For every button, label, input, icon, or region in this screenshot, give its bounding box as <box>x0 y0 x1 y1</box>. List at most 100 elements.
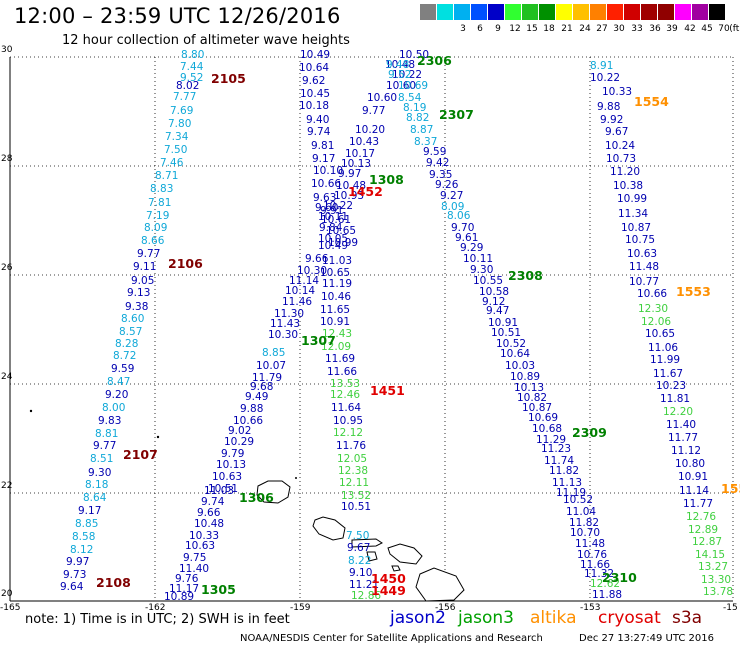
swh-reading: 9.88 <box>240 403 264 415</box>
swh-reading: 11.32 <box>584 568 615 580</box>
island-oahu <box>312 516 346 541</box>
pass-time-label: 2105 <box>211 71 246 86</box>
swh-reading: 10.99 <box>328 237 359 249</box>
swh-reading: 9.61 <box>455 232 479 244</box>
swh-reading: 10.89 <box>510 371 541 383</box>
swh-reading: 10.52 <box>496 338 527 350</box>
swh-reading: 9.60 <box>315 202 339 214</box>
satellite-jason2: jason2 <box>390 608 446 628</box>
swh-reading: 8.18 <box>85 479 109 491</box>
swh-reading: 11.06 <box>648 342 679 354</box>
pass-time-label: 2108 <box>96 575 131 590</box>
swh-reading: 11.46 <box>282 296 313 308</box>
swh-reading: 10.60 <box>367 92 398 104</box>
scale-label: 24 <box>579 24 591 34</box>
scale-label: 39 <box>666 24 678 34</box>
scale-swatch <box>556 4 573 20</box>
swh-reading: 10.65 <box>645 328 676 340</box>
scale-label: 42 <box>684 24 696 34</box>
scale-label: 3 <box>460 24 466 34</box>
swh-reading: 10.50 <box>399 49 430 61</box>
swh-reading: 10.64 <box>299 62 330 74</box>
scale-label: 21 <box>561 24 573 34</box>
swh-reading: 11.23 <box>541 443 572 455</box>
swh-reading: 11.48 <box>629 261 660 273</box>
swh-reading: 7.81 <box>148 197 172 209</box>
swh-reading: 9.64 <box>60 581 84 593</box>
swh-reading: 10.05 <box>318 233 349 245</box>
swh-reading: 8.47 <box>107 376 131 388</box>
swh-reading: 9.47 <box>486 305 510 317</box>
swh-reading: 11.81 <box>660 393 691 405</box>
pass-time-label: 155 <box>721 481 740 496</box>
swh-reading: 8.02 <box>176 80 200 92</box>
swh-reading: 10.46 <box>321 291 352 303</box>
swh-reading: 9.42 <box>426 157 450 169</box>
swh-reading: 10.95 <box>333 415 364 427</box>
swh-reading: 10.66 <box>233 415 264 427</box>
swh-reading: 10.69 <box>398 80 429 92</box>
credit-line: NOAA/NESDIS Center for Satellite Applica… <box>240 633 543 644</box>
swh-reading: 8.80 <box>181 49 205 61</box>
pass-time-label: 1450 <box>371 571 406 586</box>
swh-reading: 10.07 <box>256 360 287 372</box>
swh-reading: 11.29 <box>536 434 567 446</box>
pass-time-label: 1306 <box>239 490 274 505</box>
scale-swatch <box>624 4 641 20</box>
swh-reading: 10.64 <box>500 348 531 360</box>
scale-label: 70 <box>718 24 730 34</box>
swh-reading: 10.13 <box>514 382 545 394</box>
swh-reading: 11.99 <box>650 354 681 366</box>
swh-reading: 10.91 <box>678 471 709 483</box>
island-molokai <box>351 538 383 548</box>
swh-reading: 10.49 <box>300 49 331 61</box>
swh-reading: 9.73 <box>63 569 87 581</box>
pass-time-label: 2106 <box>168 256 203 271</box>
swh-reading: 7.46 <box>160 157 184 169</box>
swh-reading: 10.77 <box>629 276 660 288</box>
swh-reading: 10.11 <box>318 211 349 223</box>
longitude-tick: -153 <box>580 603 601 613</box>
swh-reading: 10.55 <box>473 275 504 287</box>
swh-reading: 10.03 <box>505 360 536 372</box>
latitude-tick: 26 <box>1 263 13 273</box>
swh-reading: 11.12 <box>671 445 702 457</box>
swh-reading: 12.11 <box>339 477 370 489</box>
longitude-tick: -159 <box>290 603 311 613</box>
scale-swatch <box>471 4 488 20</box>
pass-time-label: 1449 <box>371 583 406 598</box>
swh-reading: 12.30 <box>638 303 669 315</box>
map-subtitle: 12 hour collection of altimeter wave hei… <box>62 33 350 48</box>
swh-reading: 9.48 <box>386 59 410 71</box>
swh-reading: 10.22 <box>392 69 423 81</box>
swh-reading: 11.67 <box>653 368 684 380</box>
scale-label: 30 <box>613 24 625 34</box>
swh-reading: 9.29 <box>460 242 484 254</box>
swh-reading: 11.79 <box>252 372 283 384</box>
swh-reading: 8.58 <box>72 531 96 543</box>
lat-lon-grid <box>9 56 734 602</box>
longitude-tick: -156 <box>435 603 456 613</box>
swh-reading: 11.40 <box>179 563 210 575</box>
swh-reading: 10.33 <box>602 86 633 98</box>
swh-reading: 11.77 <box>683 498 714 510</box>
swh-reading: 10.68 <box>532 423 563 435</box>
swh-reading: 9.74 <box>307 126 331 138</box>
swh-reading: 9.59 <box>423 146 447 158</box>
swh-reading: 9.77 <box>137 248 161 260</box>
longitude-tick: -15 <box>723 603 738 613</box>
pass-time-label: 1553 <box>676 284 711 299</box>
swh-reading: 9.49 <box>245 391 269 403</box>
pass-time-label: 1452 <box>348 184 383 199</box>
swh-reading: 13.78 <box>703 586 734 598</box>
satellite-jason3: jason3 <box>458 608 514 628</box>
swh-reading: 10.18 <box>299 100 330 112</box>
scale-label: 27 <box>596 24 608 34</box>
map-title: 12:00 – 23:59 UTC 12/26/2016 <box>14 4 341 28</box>
swh-reading: 7.44 <box>180 61 204 73</box>
swh-reading: 9.52 <box>180 72 204 84</box>
scale-swatch <box>539 4 556 20</box>
swh-reading: 10.38 <box>613 180 644 192</box>
swh-reading: 11.34 <box>618 208 649 220</box>
